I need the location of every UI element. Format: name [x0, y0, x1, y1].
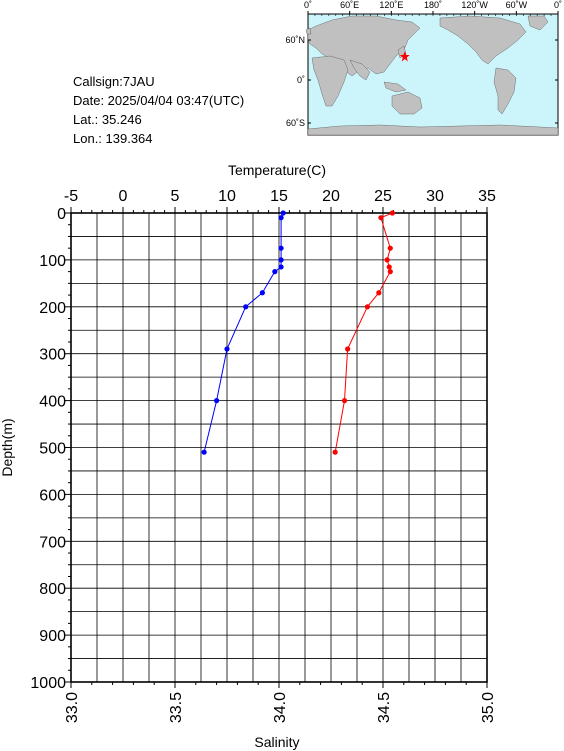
map-land-10 [305, 27, 312, 35]
map-land-2 [349, 59, 371, 81]
salinity-data-point [278, 264, 284, 270]
salinity-data-point [201, 449, 207, 455]
salinity-data-point [259, 290, 265, 296]
map-land-5 [439, 15, 527, 65]
temperature-tick-label: 20 [322, 188, 340, 205]
map-land-4 [391, 91, 423, 115]
map-land-6 [493, 67, 517, 115]
salinity-tick-label: 34.5 [376, 692, 393, 723]
depth-axis-title: Depth(m) [0, 418, 15, 476]
temperature-data-point [332, 449, 338, 455]
temperature-data-point [341, 398, 348, 404]
salinity-data-point [224, 346, 230, 352]
date-label: Date: 2025/04/04 03:47(UTC) [73, 93, 245, 108]
salinity-axis-title: Salinity [254, 734, 299, 750]
temperature-axis-title: Temperature(C) [228, 162, 326, 178]
longitude-label: Lon.: 139.364 [73, 131, 153, 146]
latitude-label: Lat.: 35.246 [73, 112, 142, 127]
temperature-data-point [376, 290, 382, 296]
station-info: Callsign:7JAU Date: 2025/04/04 03:47(UTC… [73, 72, 244, 148]
temperature-tick-label: 0 [119, 188, 128, 205]
depth-tick-label: 200 [39, 300, 66, 317]
map-lon-label: 0˚ [554, 0, 562, 10]
temperature-tick-label: -5 [64, 188, 78, 205]
salinity-data-point [278, 215, 284, 221]
salinity-data-point [278, 245, 284, 251]
temperature-data-point [384, 257, 390, 263]
salinity-tick-label: 35.0 [480, 692, 497, 723]
temperature-data-point [389, 210, 395, 216]
temperature-data-point [387, 269, 393, 275]
depth-tick-label: 700 [39, 534, 66, 551]
salinity-tick-label: 33.5 [168, 692, 185, 723]
map-lon-label: 0˚ [304, 0, 312, 10]
depth-tick-label: 800 [39, 581, 66, 598]
temperature-tick-label: 10 [218, 188, 236, 205]
station-marker-icon [399, 51, 410, 62]
map-lat-label: 0˚ [297, 75, 305, 85]
salinity-data-point [243, 304, 249, 310]
temperature-tick-label: 5 [171, 188, 180, 205]
temperature-data-point [345, 346, 351, 352]
depth-tick-label: 600 [39, 487, 66, 504]
temperature-tick-label: 35 [478, 188, 496, 205]
salinity-data-point [280, 210, 286, 216]
depth-tick-label: 900 [39, 628, 66, 645]
map-land-3 [383, 81, 407, 93]
map-land-7 [527, 15, 549, 31]
map-lon-label: 180˚ [424, 0, 442, 10]
map-land-1 [311, 55, 349, 107]
map-lon-label: 60˚E [340, 0, 359, 10]
depth-tick-label: 400 [39, 394, 66, 411]
salinity-data-point [278, 257, 284, 263]
depth-tick-label: 1000 [30, 675, 66, 692]
temperature-tick-label: 15 [270, 188, 288, 205]
map-lat-label: 60˚S [286, 118, 305, 128]
map-lon-label: 120˚W [461, 0, 488, 10]
callsign-label: Callsign:7JAU [73, 74, 155, 89]
depth-tick-label: 500 [39, 441, 66, 458]
map-lon-label: 120˚E [379, 0, 403, 10]
depth-tick-label: 100 [39, 253, 66, 270]
temperature-tick-label: 30 [426, 188, 444, 205]
temperature-data-point [378, 215, 384, 221]
depth-tick-label: 300 [39, 347, 66, 364]
map-lon-label: 60˚W [506, 0, 528, 10]
temperature-data-point [364, 304, 370, 310]
depth-tick-label: 0 [57, 206, 66, 223]
salinity-tick-label: 33.0 [64, 692, 81, 723]
map-land-8 [307, 124, 559, 136]
salinity-data-point [214, 398, 220, 404]
temperature-data-point [386, 264, 392, 270]
salinity-data-point [272, 269, 278, 275]
salinity-tick-label: 34.0 [272, 692, 289, 723]
map-lat-label: 60˚N [285, 35, 305, 45]
temperature-tick-label: 25 [374, 188, 392, 205]
temperature-data-point [387, 245, 393, 251]
